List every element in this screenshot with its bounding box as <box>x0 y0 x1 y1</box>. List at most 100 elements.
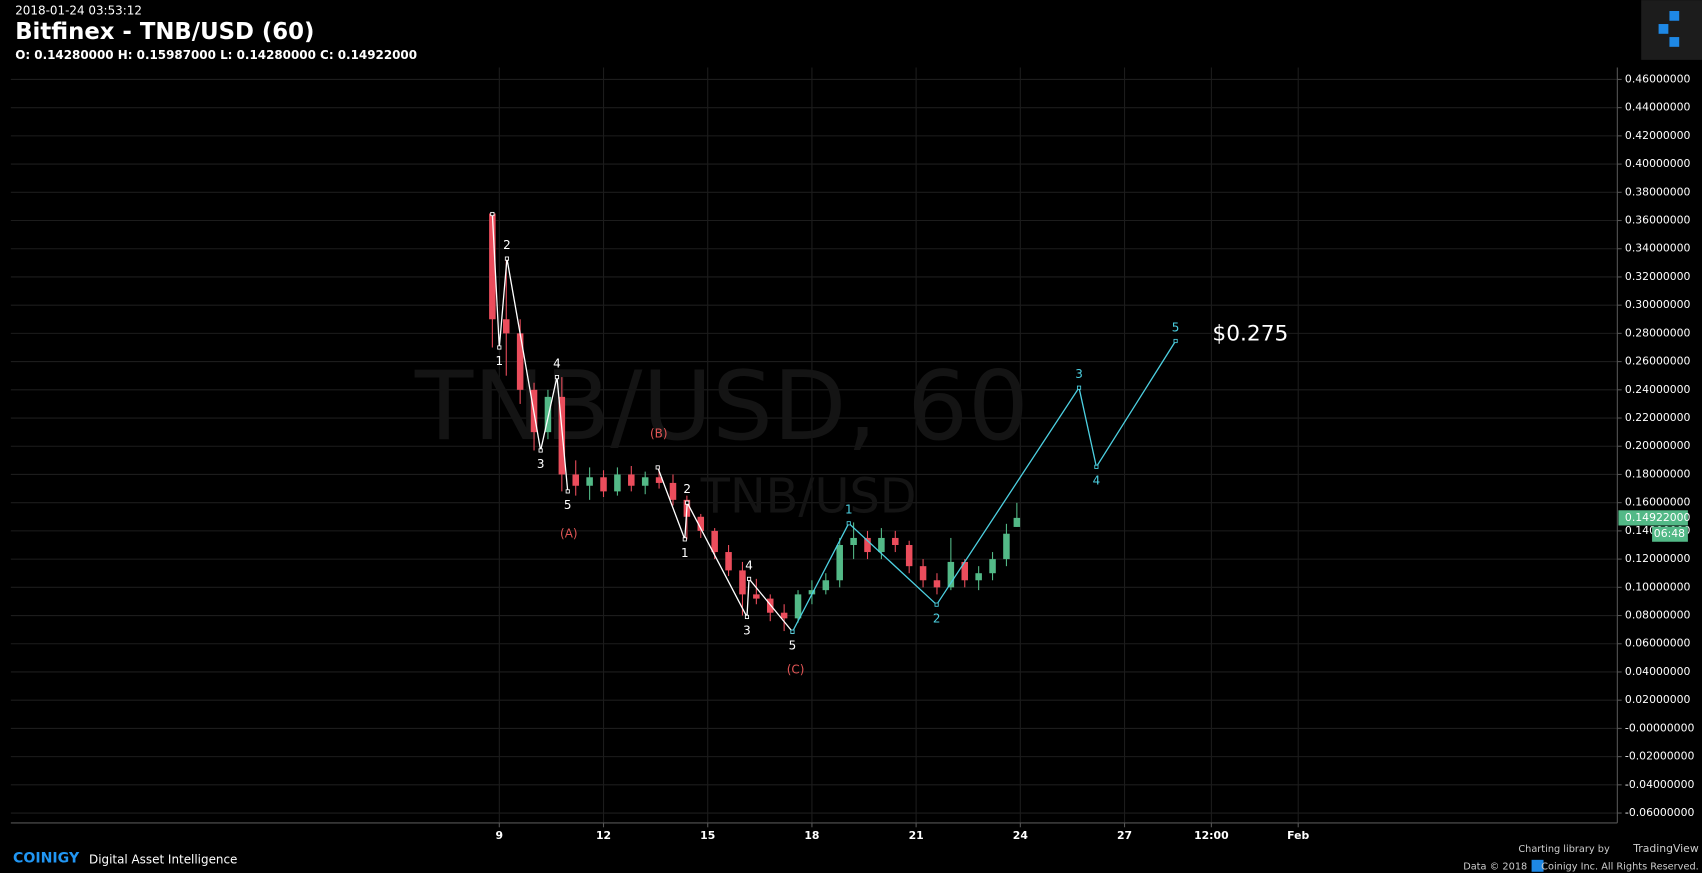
annotation: (C) <box>787 662 805 676</box>
y-tick-label: 0.42000000 <box>1625 129 1691 142</box>
candle-body <box>892 537 899 545</box>
wave-label: 5 <box>1172 320 1180 334</box>
y-tick-label: 0.28000000 <box>1625 326 1691 339</box>
watermark: TNB/USD, 60 <box>414 350 1029 462</box>
ohlc-readout: O: 0.14280000 H: 0.15987000 L: 0.1428000… <box>15 48 417 62</box>
y-tick-label: -0.00000000 <box>1625 721 1695 734</box>
x-tick-label: 24 <box>1013 829 1029 842</box>
footer-library-name: TradingView <box>1632 842 1699 855</box>
candle-body <box>780 612 788 619</box>
candle-body <box>614 474 621 492</box>
y-tick-label: -0.04000000 <box>1625 778 1695 791</box>
annotation: $0.275 <box>1212 322 1288 347</box>
wave-label: 2 <box>933 611 941 625</box>
candle-body <box>794 594 802 619</box>
y-tick-label: 0.36000000 <box>1625 214 1691 227</box>
wave-label: 3 <box>1075 367 1083 381</box>
candle-body <box>947 561 955 588</box>
y-tick-label: 0.40000000 <box>1625 157 1691 170</box>
y-tick-label: 0.04000000 <box>1625 665 1691 678</box>
candle-body <box>669 482 677 500</box>
candle-body <box>933 580 941 588</box>
candle-body <box>586 477 593 486</box>
candle-body <box>919 566 927 581</box>
candle-body <box>628 474 635 486</box>
wave-point <box>934 602 939 607</box>
candle-body <box>864 537 871 553</box>
candle-body <box>989 559 996 574</box>
wave-label: 5 <box>564 498 572 512</box>
logo-square <box>1669 37 1680 47</box>
footer-data-year: Data © 2018 <box>1463 861 1527 872</box>
footer-brand: COINIGY <box>13 851 80 867</box>
timestamp: 2018-01-24 03:53:12 <box>15 4 142 18</box>
wave-point <box>685 500 690 505</box>
wave-point <box>682 537 687 542</box>
y-tick-label: 0.02000000 <box>1625 693 1691 706</box>
annotation: (B) <box>650 427 668 441</box>
wave-point <box>565 489 570 494</box>
wave-point <box>1173 338 1178 344</box>
last-price-label: 0.14922000 <box>1625 511 1691 524</box>
candle-body <box>641 477 649 486</box>
chart-title: Bitfinex - TNB/USD (60) <box>15 19 314 45</box>
wave-point <box>554 375 560 380</box>
y-tick-label: 0.22000000 <box>1625 411 1691 424</box>
wave-point <box>790 629 795 634</box>
y-tick-label: 0.38000000 <box>1625 185 1691 198</box>
candle-body <box>600 477 607 492</box>
y-tick-label: 0.18000000 <box>1625 467 1691 480</box>
candle-body <box>503 319 510 334</box>
wave-line <box>791 340 1177 633</box>
x-tick-label: 27 <box>1117 829 1132 842</box>
wave-label: 5 <box>789 638 797 652</box>
wave-line <box>657 467 793 633</box>
candle-body <box>544 396 552 433</box>
y-tick-label: 0.46000000 <box>1625 72 1691 85</box>
wave-point <box>538 448 543 453</box>
wave-label: 4 <box>553 357 561 371</box>
wave-point <box>1094 464 1099 469</box>
candle-body <box>850 537 857 545</box>
y-tick-label: -0.02000000 <box>1625 750 1695 763</box>
candle-body <box>655 477 663 483</box>
wave-point <box>1076 385 1082 390</box>
y-tick-label: 0.30000000 <box>1625 298 1691 311</box>
y-tick-label: 0.24000000 <box>1625 383 1691 396</box>
wave-label: 1 <box>845 503 853 517</box>
x-tick-label: 12:00 <box>1194 829 1229 842</box>
y-tick-label: 0.44000000 <box>1625 101 1691 114</box>
y-tick-label: 0.12000000 <box>1625 552 1691 565</box>
wave-point <box>490 211 495 217</box>
wave-point <box>746 576 752 581</box>
logo-box <box>1641 0 1702 60</box>
candle-body <box>836 544 843 581</box>
wave-point <box>655 465 660 470</box>
y-tick-label: -0.06000000 <box>1625 806 1695 819</box>
y-tick-label: 0.20000000 <box>1625 439 1691 452</box>
countdown-badge <box>1652 526 1688 542</box>
candle-body <box>905 544 913 567</box>
candle-body <box>822 580 830 591</box>
footer-rights: Coinigy Inc. All Rights Reserved. <box>1541 861 1699 872</box>
countdown-label: 06:48 <box>1654 527 1685 540</box>
wave-label: 4 <box>1093 473 1101 487</box>
candle-body <box>572 474 579 486</box>
logo <box>1641 0 1702 60</box>
wave-label: 3 <box>537 457 545 471</box>
candle-body <box>753 594 760 599</box>
grid <box>10 67 1618 823</box>
wave-label: 1 <box>496 354 504 368</box>
candle-body <box>878 537 885 553</box>
candle-body <box>489 213 496 320</box>
x-tick-label: 12 <box>596 829 611 842</box>
wave-label: 2 <box>503 238 511 252</box>
candle-body <box>711 530 718 553</box>
x-tick-label: 9 <box>496 829 504 842</box>
footer-tagline: Digital Asset Intelligence <box>89 852 237 866</box>
candle-body <box>975 573 982 581</box>
watermark-sub: TNB/USD <box>700 469 917 524</box>
